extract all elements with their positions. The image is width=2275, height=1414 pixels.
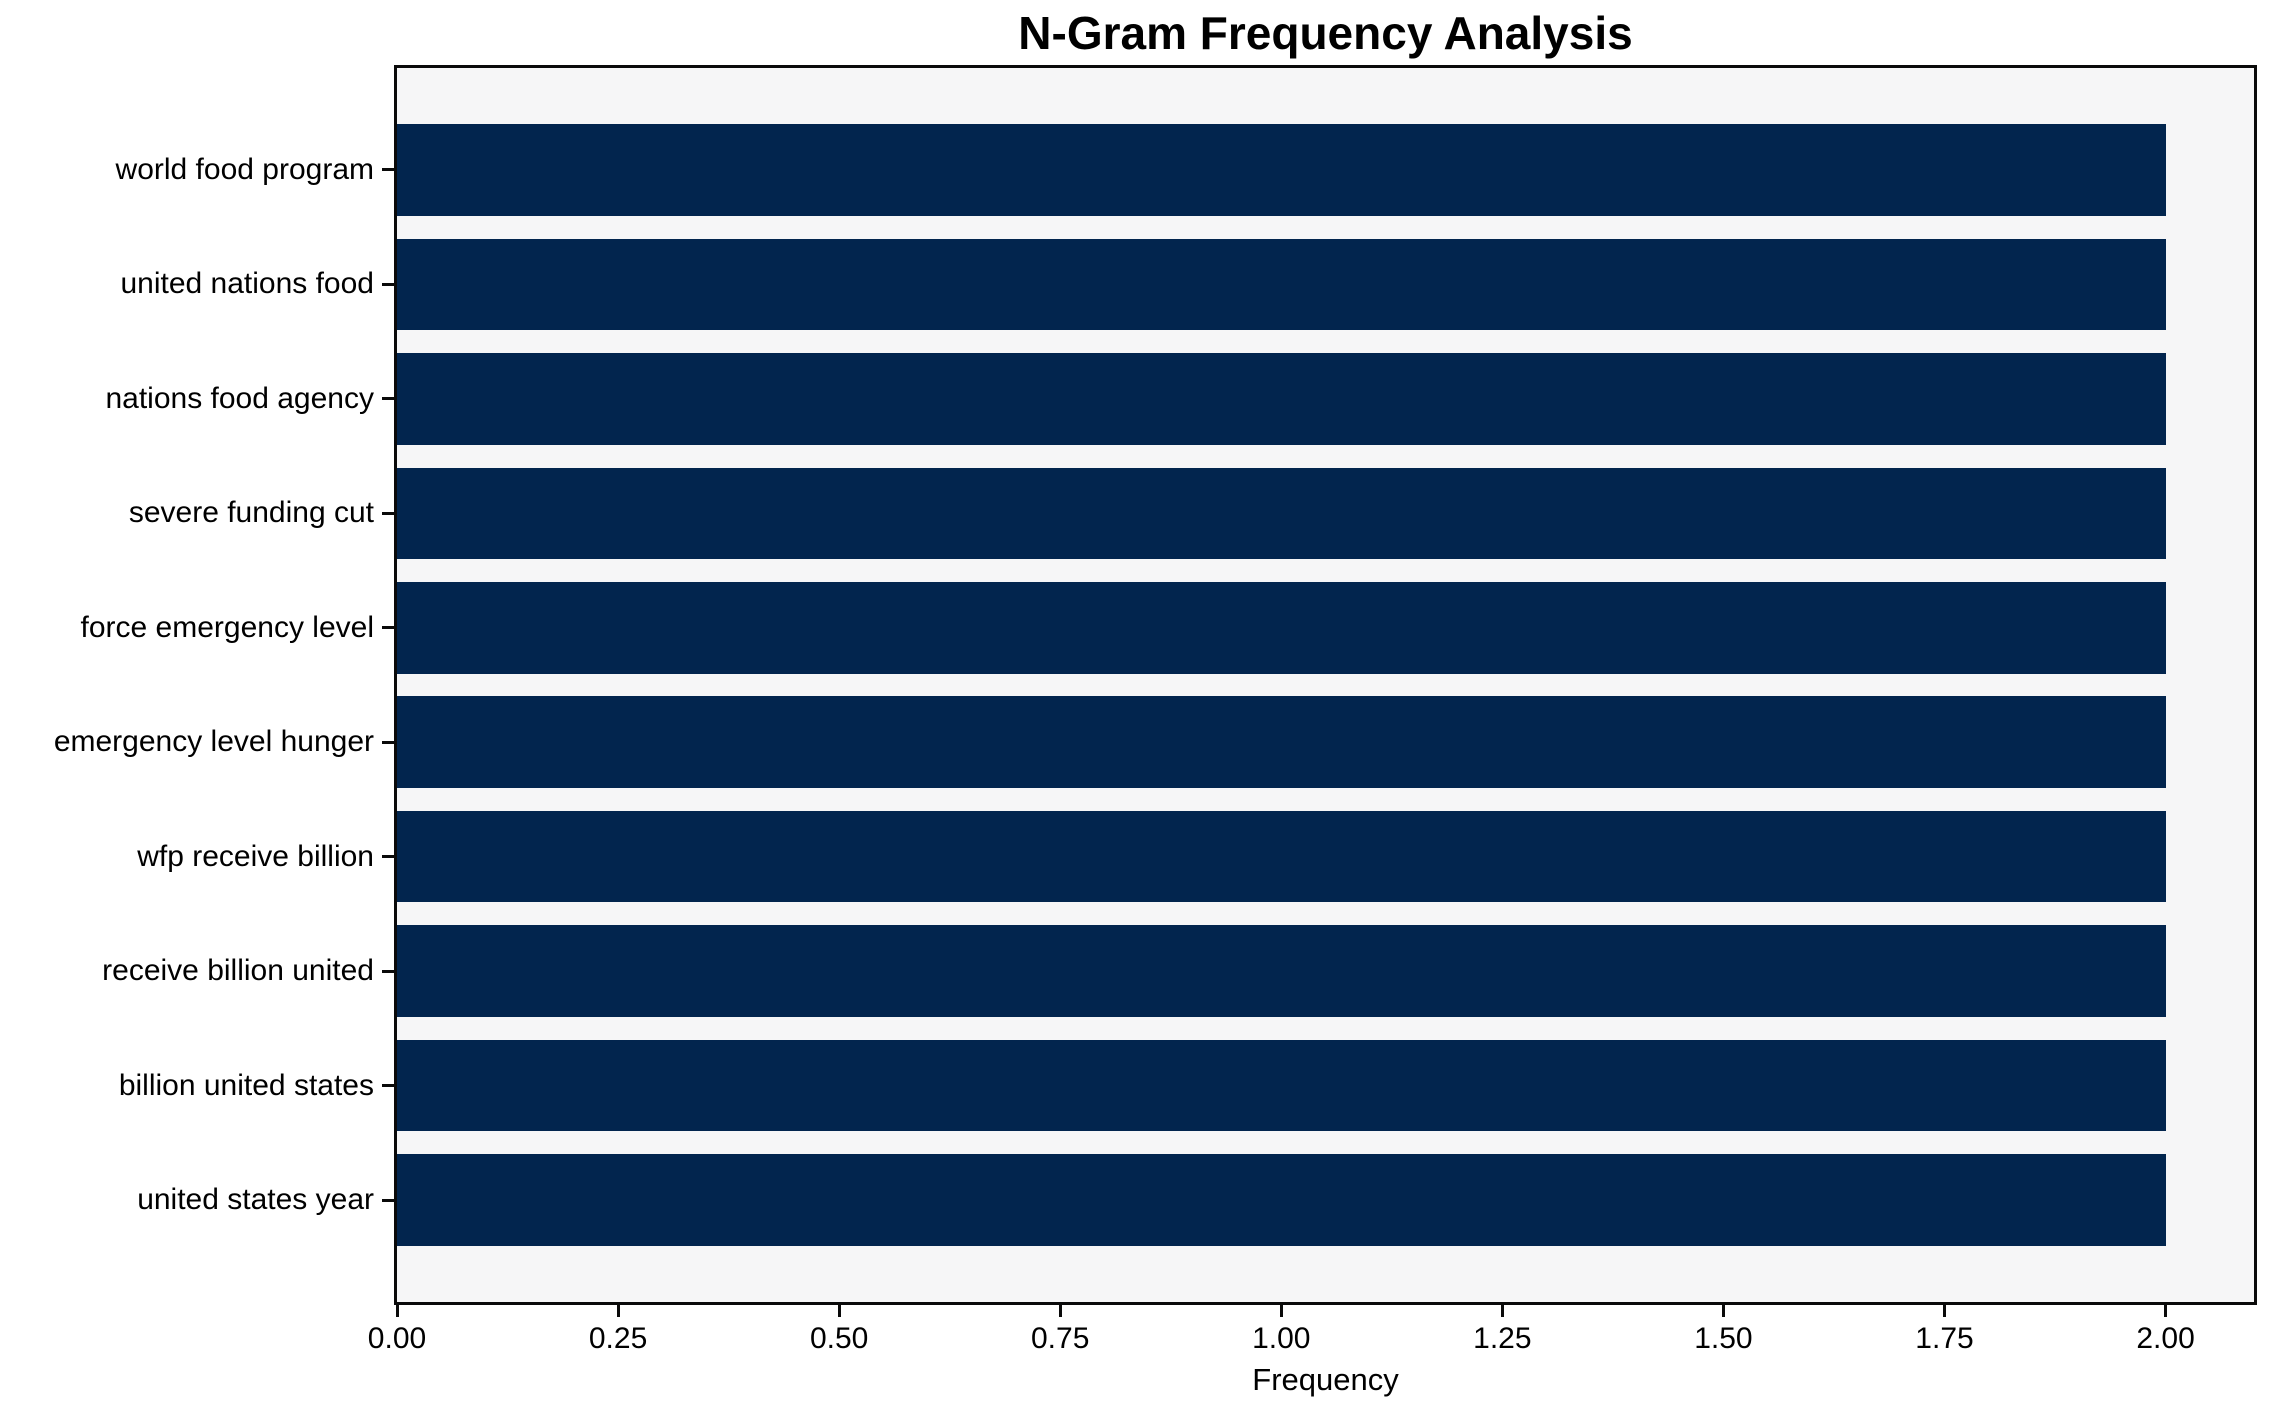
plot-area bbox=[394, 65, 2257, 1305]
y-tick-mark bbox=[382, 855, 394, 859]
x-tick-mark bbox=[837, 1305, 841, 1317]
y-tick-label: emergency level hunger bbox=[53, 725, 374, 759]
bar-emergency-level-hunger bbox=[397, 696, 2166, 788]
x-tick-label: 0.50 bbox=[809, 1322, 869, 1355]
y-tick-mark bbox=[382, 511, 394, 515]
x-tick-mark bbox=[616, 1305, 620, 1317]
x-axis-title: Frequency bbox=[1252, 1362, 1399, 1397]
y-tick-label: world food program bbox=[115, 152, 374, 186]
x-tick-label: 1.25 bbox=[1473, 1322, 1532, 1355]
x-tick-mark bbox=[1058, 1305, 1062, 1317]
x-tick-label: 1.75 bbox=[1915, 1322, 1974, 1355]
y-tick-label: wfp receive billion bbox=[137, 839, 374, 873]
y-tick-label: force emergency level bbox=[80, 610, 374, 644]
x-tick-mark bbox=[2164, 1305, 2168, 1317]
y-tick-label: united states year bbox=[137, 1183, 374, 1217]
bar-wfp-receive-billion bbox=[397, 810, 2166, 903]
y-tick-mark bbox=[382, 168, 394, 172]
x-tick-label: 0.00 bbox=[367, 1322, 427, 1355]
y-tick-label: receive billion united bbox=[102, 954, 374, 988]
y-tick-label: nations food agency bbox=[105, 381, 374, 415]
y-tick-label: billion united states bbox=[118, 1068, 374, 1102]
bar-united-nations-food bbox=[397, 238, 2166, 331]
y-tick-mark bbox=[382, 397, 394, 401]
x-tick-mark bbox=[1943, 1305, 1946, 1317]
bar-receive-billion-united bbox=[397, 925, 2166, 1017]
y-tick-mark bbox=[382, 740, 394, 744]
x-tick-label: 2.00 bbox=[2136, 1322, 2195, 1355]
y-tick-mark bbox=[382, 1084, 394, 1088]
bar-united-states-year bbox=[397, 1154, 2166, 1246]
x-tick-label: 0.75 bbox=[1031, 1322, 1090, 1355]
bar-world-food-program bbox=[397, 124, 2166, 216]
bar-severe-funding-cut bbox=[397, 467, 2166, 560]
x-tick-mark bbox=[1279, 1305, 1283, 1317]
x-tick-label: 1.00 bbox=[1252, 1322, 1311, 1355]
x-tick-mark bbox=[1721, 1305, 1725, 1317]
y-tick-mark bbox=[382, 969, 394, 973]
y-tick-mark bbox=[382, 282, 394, 286]
y-tick-mark bbox=[382, 1198, 394, 1202]
y-tick-label: united nations food bbox=[120, 267, 374, 301]
y-tick-label: severe funding cut bbox=[128, 496, 374, 530]
x-tick-label: 1.50 bbox=[1694, 1322, 1753, 1355]
x-tick-mark bbox=[395, 1305, 399, 1317]
bar-force-emergency-level bbox=[397, 581, 2166, 674]
chart-title: N-Gram Frequency Analysis bbox=[1018, 7, 1633, 59]
bar-billion-united-states bbox=[397, 1039, 2166, 1132]
x-tick-mark bbox=[1500, 1305, 1504, 1317]
x-tick-label: 0.25 bbox=[588, 1322, 648, 1355]
bar-nations-food-agency bbox=[397, 353, 2166, 445]
y-tick-mark bbox=[382, 626, 394, 630]
